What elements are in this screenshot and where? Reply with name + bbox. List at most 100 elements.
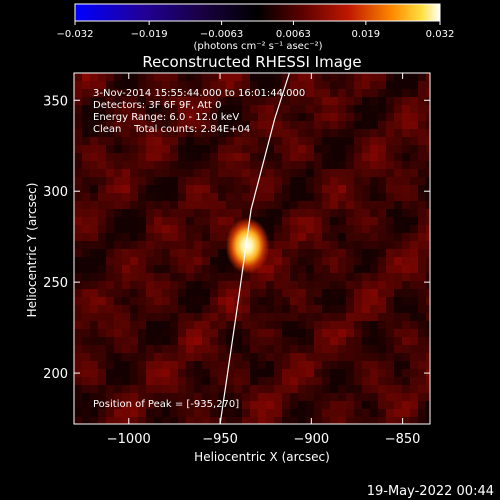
heatmap-cell xyxy=(82,329,90,337)
heatmap-cell xyxy=(186,353,194,361)
heatmap-cell xyxy=(338,401,346,409)
heatmap-cell xyxy=(202,369,210,377)
heatmap-cell xyxy=(378,121,386,129)
heatmap-cell xyxy=(226,393,234,401)
solar-limb-line xyxy=(219,73,290,424)
heatmap-cell xyxy=(386,73,394,81)
heatmap-cell xyxy=(378,233,386,241)
heatmap-cell xyxy=(410,137,418,145)
heatmap-cell xyxy=(218,417,226,424)
heatmap-cell xyxy=(74,145,82,153)
heatmap-cell xyxy=(178,417,186,424)
heatmap-cell xyxy=(322,417,330,424)
heatmap-cell xyxy=(410,73,418,81)
heatmap-cell xyxy=(322,345,330,353)
heatmap-cell xyxy=(346,193,354,201)
heatmap-cell xyxy=(386,113,394,121)
heatmap-cell xyxy=(410,201,418,209)
heatmap-cell xyxy=(226,105,234,113)
heatmap-cell xyxy=(394,273,402,281)
heatmap-cell xyxy=(306,417,314,424)
heatmap-cell xyxy=(170,313,178,321)
heatmap-cell xyxy=(338,305,346,313)
x-axis-label: Heliocentric X (arcsec) xyxy=(194,450,330,464)
heatmap-cell xyxy=(362,313,370,321)
heatmap-cell xyxy=(106,105,114,113)
heatmap-cell xyxy=(282,73,290,81)
heatmap-cell xyxy=(130,105,138,113)
heatmap-cell xyxy=(74,217,82,225)
heatmap-cell xyxy=(90,289,98,297)
heatmap-cell xyxy=(346,401,354,409)
heatmap-cell xyxy=(306,177,314,185)
heatmap-cell xyxy=(410,265,418,273)
heatmap-cell xyxy=(330,273,338,281)
heatmap-cell xyxy=(298,217,306,225)
heatmap-cell xyxy=(386,289,394,297)
heatmap-cell xyxy=(362,89,370,97)
heatmap-cell xyxy=(122,145,130,153)
heatmap-cell xyxy=(274,97,282,105)
heatmap-cell xyxy=(258,209,266,217)
heatmap-cell xyxy=(402,233,410,241)
heatmap-cell xyxy=(202,393,210,401)
heatmap-cell xyxy=(314,369,322,377)
heatmap-cell xyxy=(138,393,146,401)
heatmap-cell xyxy=(194,321,202,329)
heatmap-cell xyxy=(314,137,322,145)
heatmap-cell xyxy=(186,257,194,265)
heatmap-cell xyxy=(322,97,330,105)
heatmap-cell xyxy=(106,417,114,424)
heatmap-cell xyxy=(138,345,146,353)
heatmap-cell xyxy=(282,257,290,265)
heatmap-cell xyxy=(130,73,138,81)
heatmap-cell xyxy=(154,193,162,201)
heatmap-cell xyxy=(322,241,330,249)
heatmap-cell xyxy=(122,185,130,193)
heatmap-cell xyxy=(338,257,346,265)
heatmap-cell xyxy=(266,337,274,345)
heatmap-cell xyxy=(90,241,98,249)
heatmap-cell xyxy=(426,257,430,265)
heatmap-cell xyxy=(170,353,178,361)
heatmap-cell xyxy=(162,329,170,337)
heatmap-cell xyxy=(218,185,226,193)
heatmap-cell xyxy=(154,337,162,345)
heatmap-cell xyxy=(130,417,138,424)
heatmap-cell xyxy=(290,153,298,161)
heatmap-cell xyxy=(170,145,178,153)
heatmap-cell xyxy=(402,337,410,345)
heatmap-cell xyxy=(186,281,194,289)
heatmap-cell xyxy=(242,377,250,385)
heatmap-cell xyxy=(258,73,266,81)
heatmap-cell xyxy=(186,225,194,233)
heatmap-cell xyxy=(138,177,146,185)
heatmap-cell xyxy=(178,369,186,377)
heatmap-cell xyxy=(146,145,154,153)
heatmap-cell xyxy=(394,169,402,177)
heatmap-cell xyxy=(402,401,410,409)
heatmap-cell xyxy=(282,201,290,209)
heatmap-cell xyxy=(426,161,430,169)
heatmap-cell xyxy=(394,137,402,145)
heatmap-cell xyxy=(130,97,138,105)
heatmap-cell xyxy=(306,385,314,393)
heatmap-cell xyxy=(346,233,354,241)
heatmap-cell xyxy=(274,369,282,377)
heatmap-cell xyxy=(242,313,250,321)
heatmap-cell xyxy=(170,105,178,113)
heatmap-cell xyxy=(282,265,290,273)
heatmap-cell xyxy=(194,393,202,401)
heatmap-cell xyxy=(338,409,346,417)
heatmap-cell xyxy=(178,121,186,129)
heatmap-cell xyxy=(274,233,282,241)
heatmap-cell xyxy=(330,233,338,241)
heatmap-cell xyxy=(338,241,346,249)
heatmap-cell xyxy=(298,137,306,145)
heatmap-cell xyxy=(250,353,258,361)
heatmap-cell xyxy=(362,241,370,249)
heatmap-cell xyxy=(138,361,146,369)
heatmap-cell xyxy=(106,289,114,297)
heatmap-cell xyxy=(130,161,138,169)
heatmap-cell xyxy=(122,377,130,385)
